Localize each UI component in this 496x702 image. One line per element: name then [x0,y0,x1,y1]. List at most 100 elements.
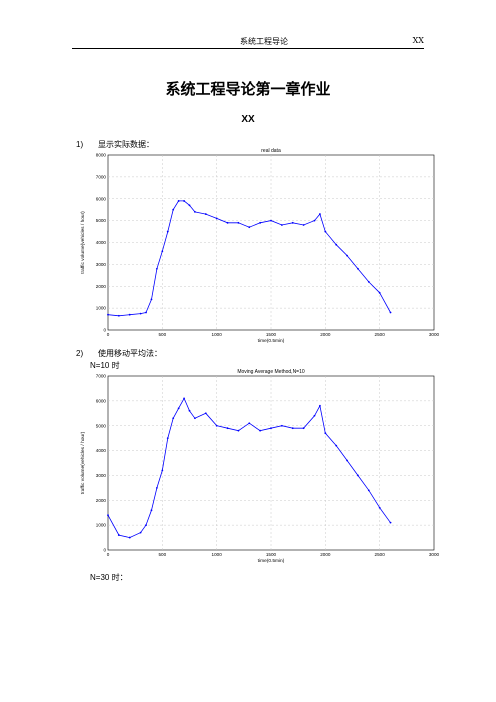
data-point [128,536,131,539]
data-point [346,459,348,462]
data-point [357,267,359,270]
data-point [324,230,327,233]
data-point [280,424,283,427]
y-axis-label: traffic volume(vehicles / hour) [80,211,86,274]
chart-title: Moving Average Method,N=10 [237,369,305,375]
data-point [204,213,207,215]
y-tick-label: 1000 [96,523,107,528]
y-tick-label: 7000 [96,174,107,179]
x-tick-label: 3000 [429,332,440,337]
header-divider [72,48,424,49]
section-1-text: 显示实际数据： [98,140,154,149]
x-tick-label: 0 [107,552,110,557]
data-point [145,524,147,527]
data-point [188,409,191,412]
data-point [291,427,294,430]
data-point [166,437,169,440]
data-point [107,313,109,316]
y-tick-label: 2000 [96,498,107,503]
data-point [319,404,321,407]
x-tick-label: 1000 [212,332,223,337]
data-point [172,417,175,420]
data-point [150,298,153,301]
data-point [150,509,153,512]
data-point [128,313,131,316]
y-tick-label: 6000 [96,398,107,403]
y-tick-label: 4000 [96,240,107,245]
x-tick-label: 500 [158,332,166,337]
x-tick-label: 2000 [320,332,331,337]
data-point [177,200,180,202]
data-point [117,314,120,317]
x-tick-label: 500 [158,552,166,557]
data-point [248,422,251,425]
data-point [319,213,321,215]
y-tick-label: 5000 [96,423,107,428]
data-point [378,506,381,509]
data-point [188,204,191,207]
data-point [204,412,207,415]
data-point [378,291,381,294]
data-point [389,311,392,314]
header-title: 系统工程导论 [240,37,288,46]
data-point [183,200,185,202]
chart-moving-average-n10: 0 500 1000 1500 2000 2500 3000 0 1000 2000 3000 400… [80,369,440,564]
x-tick-label: 2000 [320,552,331,557]
y-axis-label: traffic volume(vehicles / hour) [80,431,86,494]
data-point [259,221,262,224]
document-author: XX [241,114,255,125]
section-2-number: 2) [76,349,84,358]
data-point [324,432,327,435]
data-point [367,489,370,492]
y-tick-label: 0 [103,548,106,553]
document-title: 系统工程导论第一章作业 [165,80,331,98]
section-1-heading: 1) 显示实际数据： [76,139,154,150]
data-point [270,219,272,222]
data-point [357,474,359,477]
data-point [237,221,240,224]
data-point [335,243,338,246]
data-point [215,217,218,220]
page-header: 系统工程导论 XX [72,34,424,48]
data-point [172,208,175,211]
data-point [161,250,164,253]
data-point [145,311,147,314]
data-point [313,414,316,417]
data-point [302,427,305,430]
data-point [335,444,338,447]
n30-label: N=30 时： [90,573,128,582]
x-tick-label: 0 [107,332,110,337]
header-author: XX [412,36,424,45]
data-point [259,429,262,432]
data-point [183,397,185,400]
x-tick-label: 2500 [375,332,386,337]
data-point [270,427,272,430]
y-tick-label: 6000 [96,196,107,201]
y-tick-label: 8000 [96,153,107,158]
data-point [302,224,305,226]
n10-label: N=10 时 [90,361,120,370]
data-point [139,531,142,534]
chart-title: real data [261,148,281,154]
data-point [139,312,142,315]
x-tick-label: 2500 [375,552,386,557]
data-point [107,514,109,517]
y-tick-label: 2000 [96,284,107,289]
data-point [194,210,196,213]
plot-area [107,375,435,551]
x-axis-label: time(0.5min) [258,338,285,344]
data-point [226,221,229,224]
y-tick-label: 3000 [96,473,107,478]
x-tick-label: 1000 [212,552,223,557]
section-2-heading: 2) 使用移动平均法： [76,348,162,359]
data-point [226,427,229,430]
y-tick-label: 5000 [96,218,107,223]
data-point [280,224,283,226]
data-point [237,429,240,432]
data-point [291,221,294,224]
data-point [367,280,370,283]
data-point [215,424,218,427]
section-1-number: 1) [76,140,84,149]
y-tick-label: 0 [103,328,106,333]
x-tick-label: 1500 [266,332,277,337]
